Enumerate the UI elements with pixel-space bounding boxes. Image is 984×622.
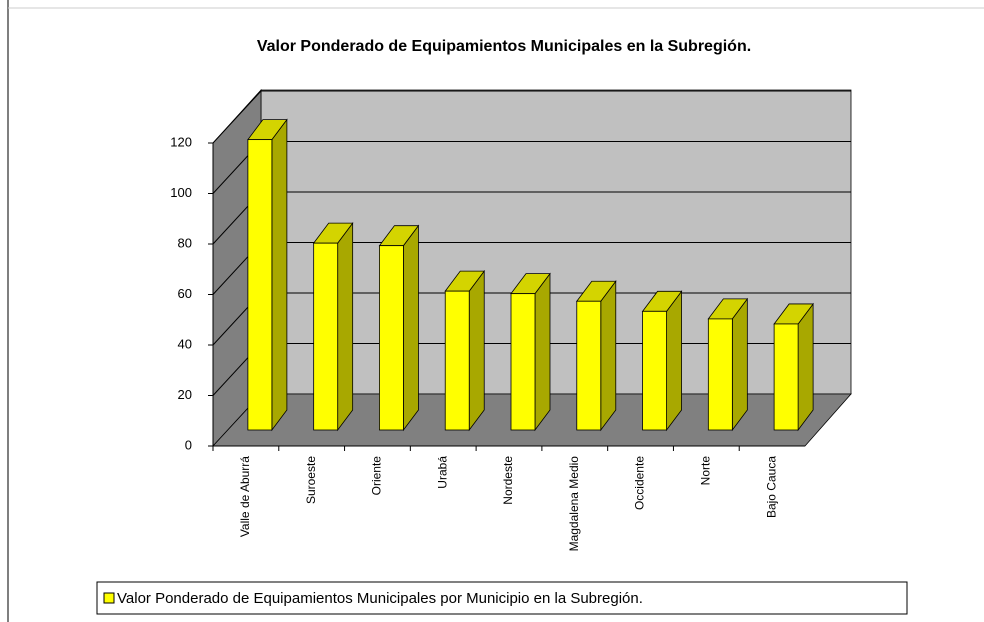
bar-side xyxy=(337,221,354,432)
y-tick-label: 0 xyxy=(185,437,192,452)
bar xyxy=(773,323,799,431)
grid-line xyxy=(212,90,262,144)
y-tick-label: 100 xyxy=(170,185,192,200)
x-tick-label: Oriente xyxy=(370,456,384,496)
bar-side xyxy=(666,290,682,432)
bar xyxy=(576,300,602,431)
bar-side xyxy=(731,297,748,432)
legend-label: Valor Ponderado de Equipamientos Municip… xyxy=(117,590,643,607)
bar-side xyxy=(600,280,617,432)
bar-side xyxy=(468,269,485,432)
x-tick-label: Urabá xyxy=(435,456,449,489)
bar xyxy=(707,318,733,431)
x-tick-label: Valle de Aburrá xyxy=(238,456,252,537)
x-tick-label: Magdalena Medio xyxy=(567,456,581,552)
legend xyxy=(96,581,908,615)
y-tick-label: 80 xyxy=(178,235,192,250)
bar-side xyxy=(403,224,419,432)
x-tick-label: Bajo Cauca xyxy=(764,456,778,518)
bar-side xyxy=(534,272,551,432)
legend-swatch xyxy=(103,592,115,604)
x-tick-label: Nordeste xyxy=(501,456,515,505)
y-tick-label: 20 xyxy=(178,387,192,402)
x-tick-label: Suroeste xyxy=(304,456,318,504)
bar xyxy=(379,245,404,431)
y-tick-label: 60 xyxy=(178,286,192,301)
bar xyxy=(444,290,470,431)
bar-side xyxy=(271,118,288,432)
bar-side xyxy=(797,302,814,432)
bar xyxy=(510,293,536,431)
bar xyxy=(642,310,667,431)
x-tick-label: Occidente xyxy=(633,456,647,510)
y-tick-label: 120 xyxy=(170,134,192,149)
x-tick-label: Norte xyxy=(699,456,713,486)
y-tick-label: 40 xyxy=(178,336,192,351)
chart-title: Valor Ponderado de Equipamientos Municip… xyxy=(257,38,751,55)
bar xyxy=(313,242,339,431)
bar xyxy=(247,139,273,431)
